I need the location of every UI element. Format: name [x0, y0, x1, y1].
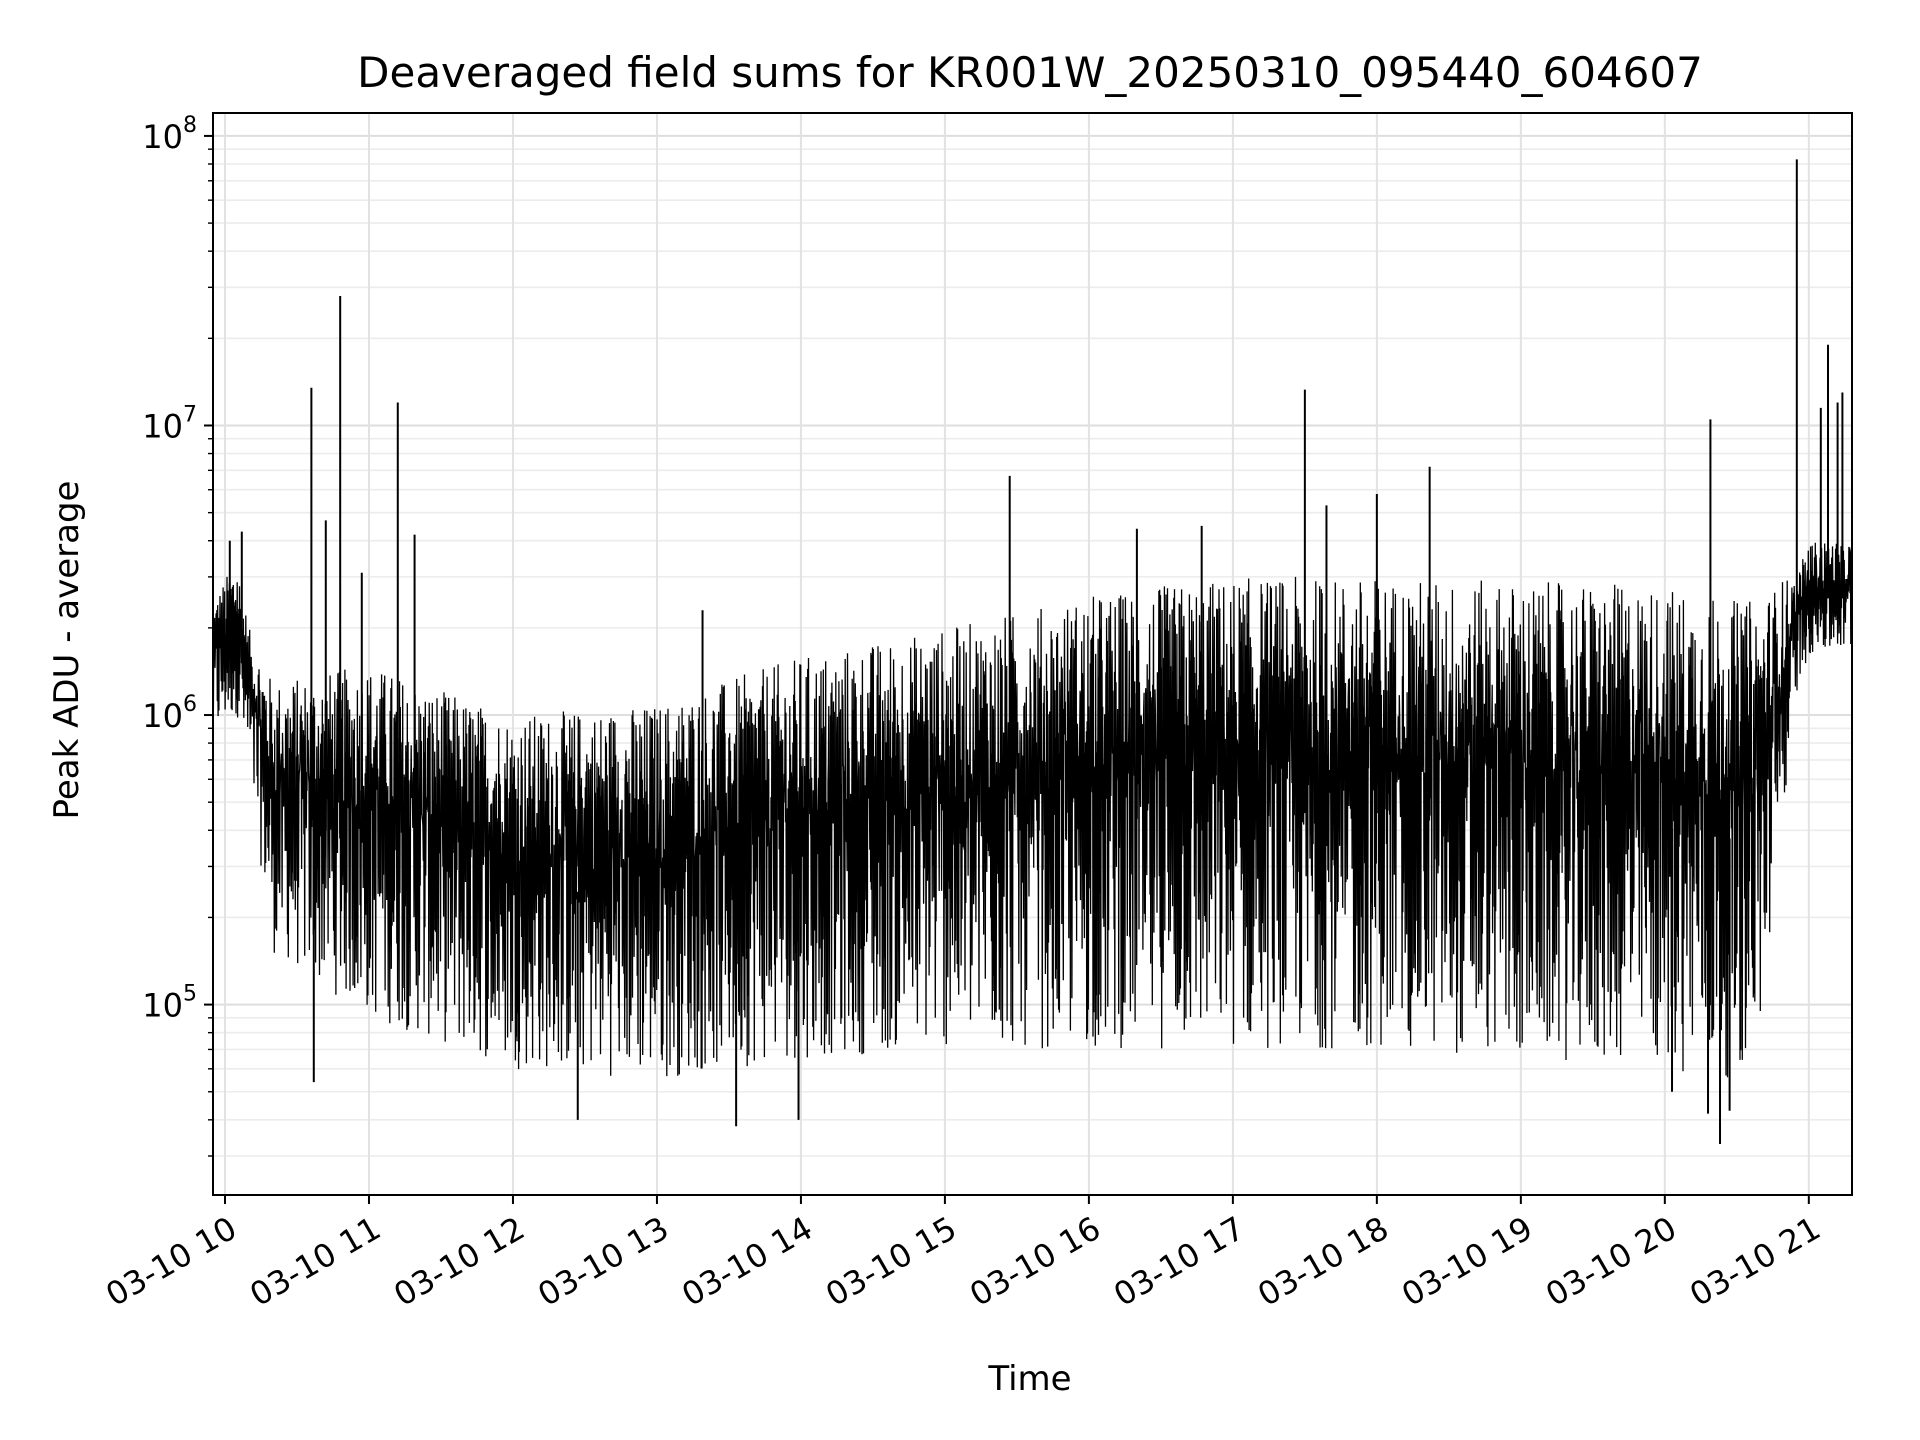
x-axis-label: Time	[987, 1359, 1071, 1399]
plot-frame	[212, 112, 1853, 1196]
y-tick-base: 10	[142, 407, 183, 445]
y-tick-base: 10	[142, 697, 183, 735]
y-tick-exponent: 6	[183, 692, 197, 717]
y-tick-exponent: 5	[183, 982, 197, 1007]
y-tick-base: 10	[142, 118, 183, 156]
y-tick-base: 10	[142, 987, 183, 1025]
y-tick-label: 105	[142, 982, 197, 1025]
y-tick-label: 106	[142, 692, 197, 735]
y-tick-label: 108	[142, 113, 197, 156]
chart-title: Deaveraged field sums for KR001W_2025031…	[357, 48, 1703, 97]
y-tick-exponent: 8	[183, 113, 197, 138]
series-line	[212, 540, 1853, 1078]
data-layer	[212, 159, 1853, 1145]
y-tick-label: 107	[142, 402, 197, 445]
y-axis-label: Peak ADU - average	[47, 481, 87, 820]
y-tick-exponent: 7	[183, 402, 197, 427]
